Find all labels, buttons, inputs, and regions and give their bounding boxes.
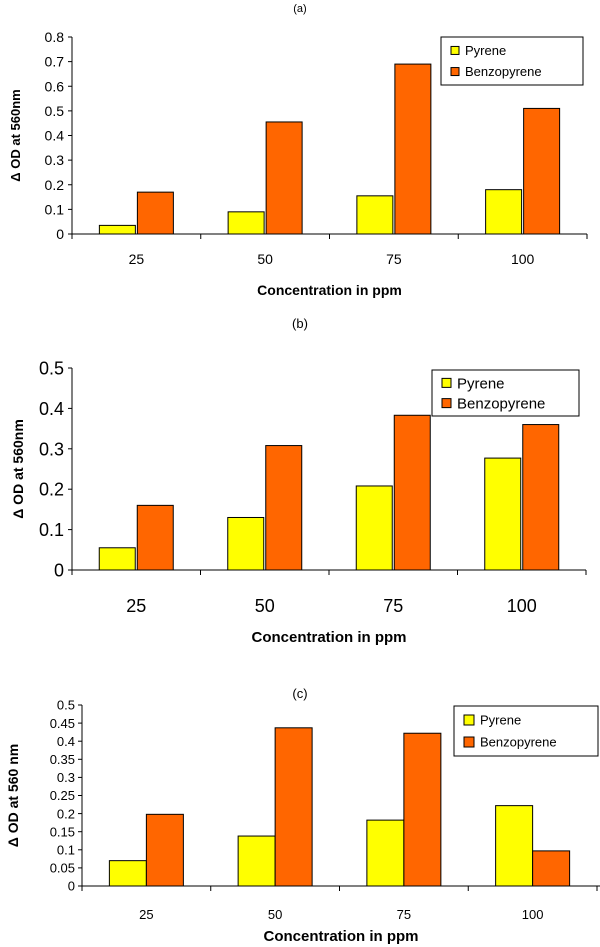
y-tick-label: 0.45 — [50, 716, 75, 731]
bar-pyrene-75 — [366, 819, 405, 887]
y-axis-title: Δ OD at 560 nm — [5, 744, 21, 847]
panel-label: (a) — [293, 3, 306, 15]
y-axis-title: Δ OD at 560nm — [10, 419, 26, 519]
x-tick-label: 25 — [126, 596, 146, 616]
y-axis-title: Δ OD at 560nm — [8, 89, 23, 181]
bar-pyrene-50 — [227, 516, 265, 571]
bar-pyrene-100 — [495, 805, 534, 887]
x-tick-label: 100 — [507, 596, 537, 616]
x-tick-label: 25 — [129, 251, 145, 267]
legend-box — [440, 36, 584, 86]
chart-3: (c) 0 0.05 0.1 0.15 0.2 0.25 0.3 0.35 0.4 0.45 0.5 2… — [5, 686, 600, 945]
y-tick-label: 0.15 — [50, 824, 75, 839]
bar-benzopyrene-75 — [394, 63, 432, 235]
y-tick-label: 0.3 — [39, 439, 64, 459]
x-tick-label: 25 — [139, 907, 153, 922]
y-tick-label: 0.5 — [45, 103, 65, 119]
bar-benzopyrene-25 — [145, 813, 184, 887]
y-tick-label: 0.8 — [45, 29, 65, 45]
legend-swatch-benzopyrene — [441, 398, 452, 409]
bar-pyrene-100 — [484, 457, 522, 571]
y-tick-label: 0.5 — [39, 358, 64, 378]
x-tick-label: 50 — [257, 251, 273, 267]
x-tick-label: 100 — [511, 251, 535, 267]
x-tick-label: 100 — [522, 907, 544, 922]
panel-label: (c) — [292, 686, 307, 701]
legend-swatch-benzopyrene — [463, 736, 475, 748]
bar-benzopyrene-25 — [136, 504, 174, 571]
panel-label: (b) — [292, 316, 308, 331]
legend-label-pyrene: Pyrene — [480, 713, 521, 728]
legend-box — [431, 369, 580, 417]
legend-label-pyrene: Pyrene — [457, 375, 505, 392]
y-tick-label: 0.7 — [45, 54, 65, 70]
x-tick-label: 75 — [383, 596, 403, 616]
y-tick-label: 0.3 — [57, 770, 75, 785]
bar-benzopyrene-25 — [136, 191, 174, 235]
bar-benzopyrene-50 — [274, 727, 313, 887]
y-tick-label: 0.3 — [45, 152, 65, 168]
y-tick-label: 0.5 — [57, 698, 75, 713]
bar-benzopyrene-50 — [265, 121, 303, 235]
legend-label-benzopyrene: Benzopyrene — [465, 64, 542, 79]
bar-benzopyrene-75 — [393, 414, 431, 571]
bar-pyrene-25 — [108, 860, 147, 887]
x-tick-label: 50 — [255, 596, 275, 616]
y-tick-label: 0.6 — [45, 78, 65, 94]
legend-swatch-benzopyrene — [450, 67, 460, 77]
bar-pyrene-25 — [98, 224, 136, 235]
y-tick-label: 0 — [56, 226, 64, 242]
bar-benzopyrene-75 — [403, 732, 442, 887]
y-tick-label: 0 — [54, 560, 64, 580]
legend-swatch-pyrene — [450, 45, 460, 55]
y-tick-label: 0.1 — [57, 842, 75, 857]
y-tick-label: 0 — [68, 879, 75, 894]
y-tick-label: 0.1 — [39, 520, 64, 540]
x-tick-label: 75 — [397, 907, 411, 922]
legend-label-pyrene: Pyrene — [465, 43, 506, 58]
chart-1: (a) 0 0.1 0.2 0.3 0.4 0.5 0.6 0.7 0.8 25 50 75 100 Con… — [8, 3, 588, 298]
x-axis-title: Concentration in ppm — [257, 282, 402, 298]
chart-2: (b) 0 0.1 0.2 0.3 0.4 0.5 25 50 75 100 Concentratio… — [10, 316, 587, 646]
y-tick-label: 0.2 — [57, 806, 75, 821]
bar-pyrene-50 — [237, 835, 276, 887]
bar-pyrene-75 — [355, 485, 393, 571]
legend-swatch-pyrene — [463, 714, 475, 726]
bar-pyrene-25 — [98, 547, 136, 571]
y-tick-label: 0.05 — [50, 861, 75, 876]
y-tick-label: 0.4 — [57, 734, 75, 749]
y-tick-label: 0.25 — [50, 788, 75, 803]
bar-pyrene-75 — [356, 195, 394, 235]
x-axis-title: Concentration in ppm — [252, 629, 407, 646]
bar-benzopyrene-100 — [523, 107, 561, 235]
legend-label-benzopyrene: Benzopyrene — [480, 735, 557, 750]
x-axis-title: Concentration in ppm — [264, 928, 419, 945]
x-tick-label: 75 — [386, 251, 402, 267]
bar-pyrene-100 — [485, 189, 523, 235]
y-tick-label: 0.2 — [39, 480, 64, 500]
legend-label-benzopyrene: Benzopyrene — [457, 396, 545, 413]
bar-benzopyrene-50 — [265, 445, 303, 571]
y-tick-label: 0.2 — [45, 177, 65, 193]
bar-benzopyrene-100 — [522, 424, 560, 571]
x-tick-label: 50 — [268, 907, 282, 922]
bar-pyrene-50 — [227, 211, 265, 235]
legend-box — [453, 705, 599, 757]
y-tick-label: 0.4 — [39, 399, 64, 419]
bar-benzopyrene-100 — [532, 850, 571, 887]
y-tick-label: 0.4 — [45, 128, 65, 144]
y-tick-label: 0.1 — [45, 201, 65, 217]
y-tick-label: 0.35 — [50, 752, 75, 767]
legend-swatch-pyrene — [441, 377, 452, 388]
